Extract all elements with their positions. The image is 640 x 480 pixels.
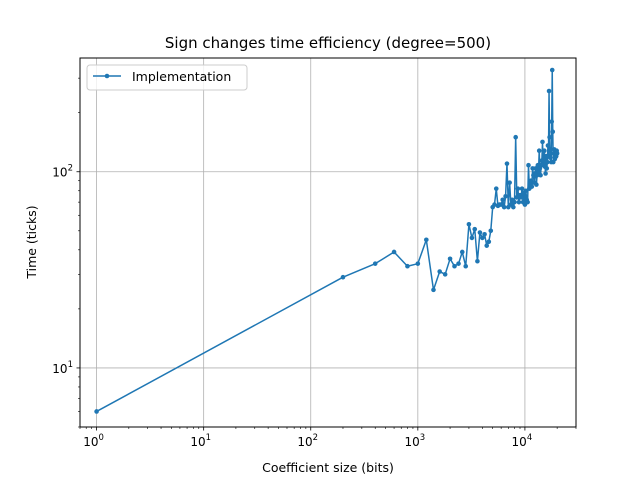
- data-point: [534, 172, 540, 178]
- x-tick-label-base: 10: [190, 435, 205, 449]
- x-tick-label-exponent: 4: [527, 433, 532, 443]
- data-point: [492, 202, 497, 207]
- legend-box: [86, 64, 248, 91]
- data-point: [526, 162, 531, 168]
- data-point: [545, 143, 551, 148]
- data-point: [463, 263, 469, 269]
- x-tick-label: 103: [404, 433, 425, 449]
- data-point: [477, 230, 483, 235]
- plot-layer: [94, 67, 560, 414]
- data-point: [466, 221, 472, 227]
- data-point: [529, 184, 535, 189]
- x-tick-label: 100: [83, 433, 104, 449]
- data-point: [94, 409, 99, 414]
- y-tick-label-base: 10: [52, 166, 67, 180]
- x-tick-label-base: 10: [297, 435, 312, 449]
- data-point: [523, 188, 529, 194]
- data-point: [469, 235, 475, 241]
- x-tick-label-exponent: 0: [99, 433, 104, 443]
- data-point: [472, 226, 478, 232]
- data-point: [415, 261, 421, 266]
- grid-layer: [80, 58, 576, 427]
- data-point: [546, 88, 552, 94]
- data-point: [536, 148, 542, 154]
- y-tick-label: 102: [52, 164, 73, 180]
- data-point: [518, 195, 524, 200]
- y-tick-label-exponent: 1: [68, 360, 73, 370]
- data-point: [431, 287, 436, 293]
- data-point: [480, 235, 485, 241]
- data-point: [405, 263, 410, 269]
- y-tick-label: 101: [52, 360, 73, 376]
- data-point: [437, 269, 442, 274]
- data-point: [534, 182, 539, 187]
- x-tick-label: 102: [297, 433, 318, 449]
- data-point: [475, 258, 480, 264]
- data-point: [459, 249, 465, 255]
- chart-title: Sign changes time efficiency (degree=500…: [165, 34, 491, 52]
- data-point: [486, 239, 492, 244]
- data-point: [525, 199, 530, 205]
- data-point: [511, 204, 516, 210]
- x-axis-label: Coefficient size (bits): [262, 460, 394, 475]
- data-point: [538, 172, 543, 178]
- data-point: [391, 249, 397, 255]
- plot-area-frame: [79, 57, 577, 428]
- x-tick-label-exponent: 2: [313, 433, 318, 443]
- data-point: [507, 180, 512, 185]
- legend: Implementation: [86, 64, 248, 91]
- data-point: [544, 166, 550, 171]
- legend-label-implementation: Implementation: [132, 69, 231, 84]
- data-point: [519, 186, 525, 191]
- data-point: [340, 274, 346, 280]
- y-axis-label: Time (ticks): [24, 205, 39, 279]
- data-point: [501, 204, 507, 210]
- data-point: [543, 171, 548, 176]
- x-tick-label-exponent: 3: [420, 433, 425, 443]
- legend-marker-swatch: [104, 73, 110, 79]
- data-point: [456, 261, 461, 266]
- data-point: [547, 155, 553, 160]
- data-point: [533, 166, 538, 171]
- data-point: [504, 161, 510, 166]
- x-tick-label: 104: [512, 433, 533, 449]
- data-point: [549, 67, 555, 73]
- data-point: [545, 159, 550, 165]
- data-point: [540, 139, 545, 145]
- data-point: [516, 199, 522, 205]
- y-tick-label-exponent: 2: [68, 164, 73, 174]
- data-point: [452, 263, 457, 269]
- x-tick-label-exponent: 1: [206, 433, 211, 443]
- data-point: [500, 197, 505, 203]
- data-point: [488, 228, 494, 234]
- data-point: [514, 195, 520, 200]
- data-point: [547, 134, 552, 140]
- data-point: [548, 147, 553, 152]
- data-point: [484, 243, 490, 248]
- data-point: [515, 186, 521, 191]
- data-point: [542, 148, 547, 154]
- data-point: [482, 231, 487, 237]
- data-point: [447, 256, 453, 262]
- data-point: [442, 272, 448, 277]
- data-point: [550, 129, 556, 134]
- data-point: [512, 199, 517, 205]
- y-tick-label-base: 10: [52, 362, 67, 376]
- data-point: [554, 151, 560, 156]
- x-tick-label-base: 10: [83, 435, 98, 449]
- data-point: [424, 237, 429, 243]
- data-point: [372, 261, 378, 266]
- data-point: [503, 193, 508, 199]
- data-point: [493, 186, 499, 191]
- x-tick-label: 101: [190, 433, 211, 449]
- x-tick-label-base: 10: [512, 435, 527, 449]
- data-point: [513, 134, 518, 140]
- data-point: [549, 119, 555, 124]
- data-point: [498, 202, 504, 207]
- x-tick-label-base: 10: [404, 435, 419, 449]
